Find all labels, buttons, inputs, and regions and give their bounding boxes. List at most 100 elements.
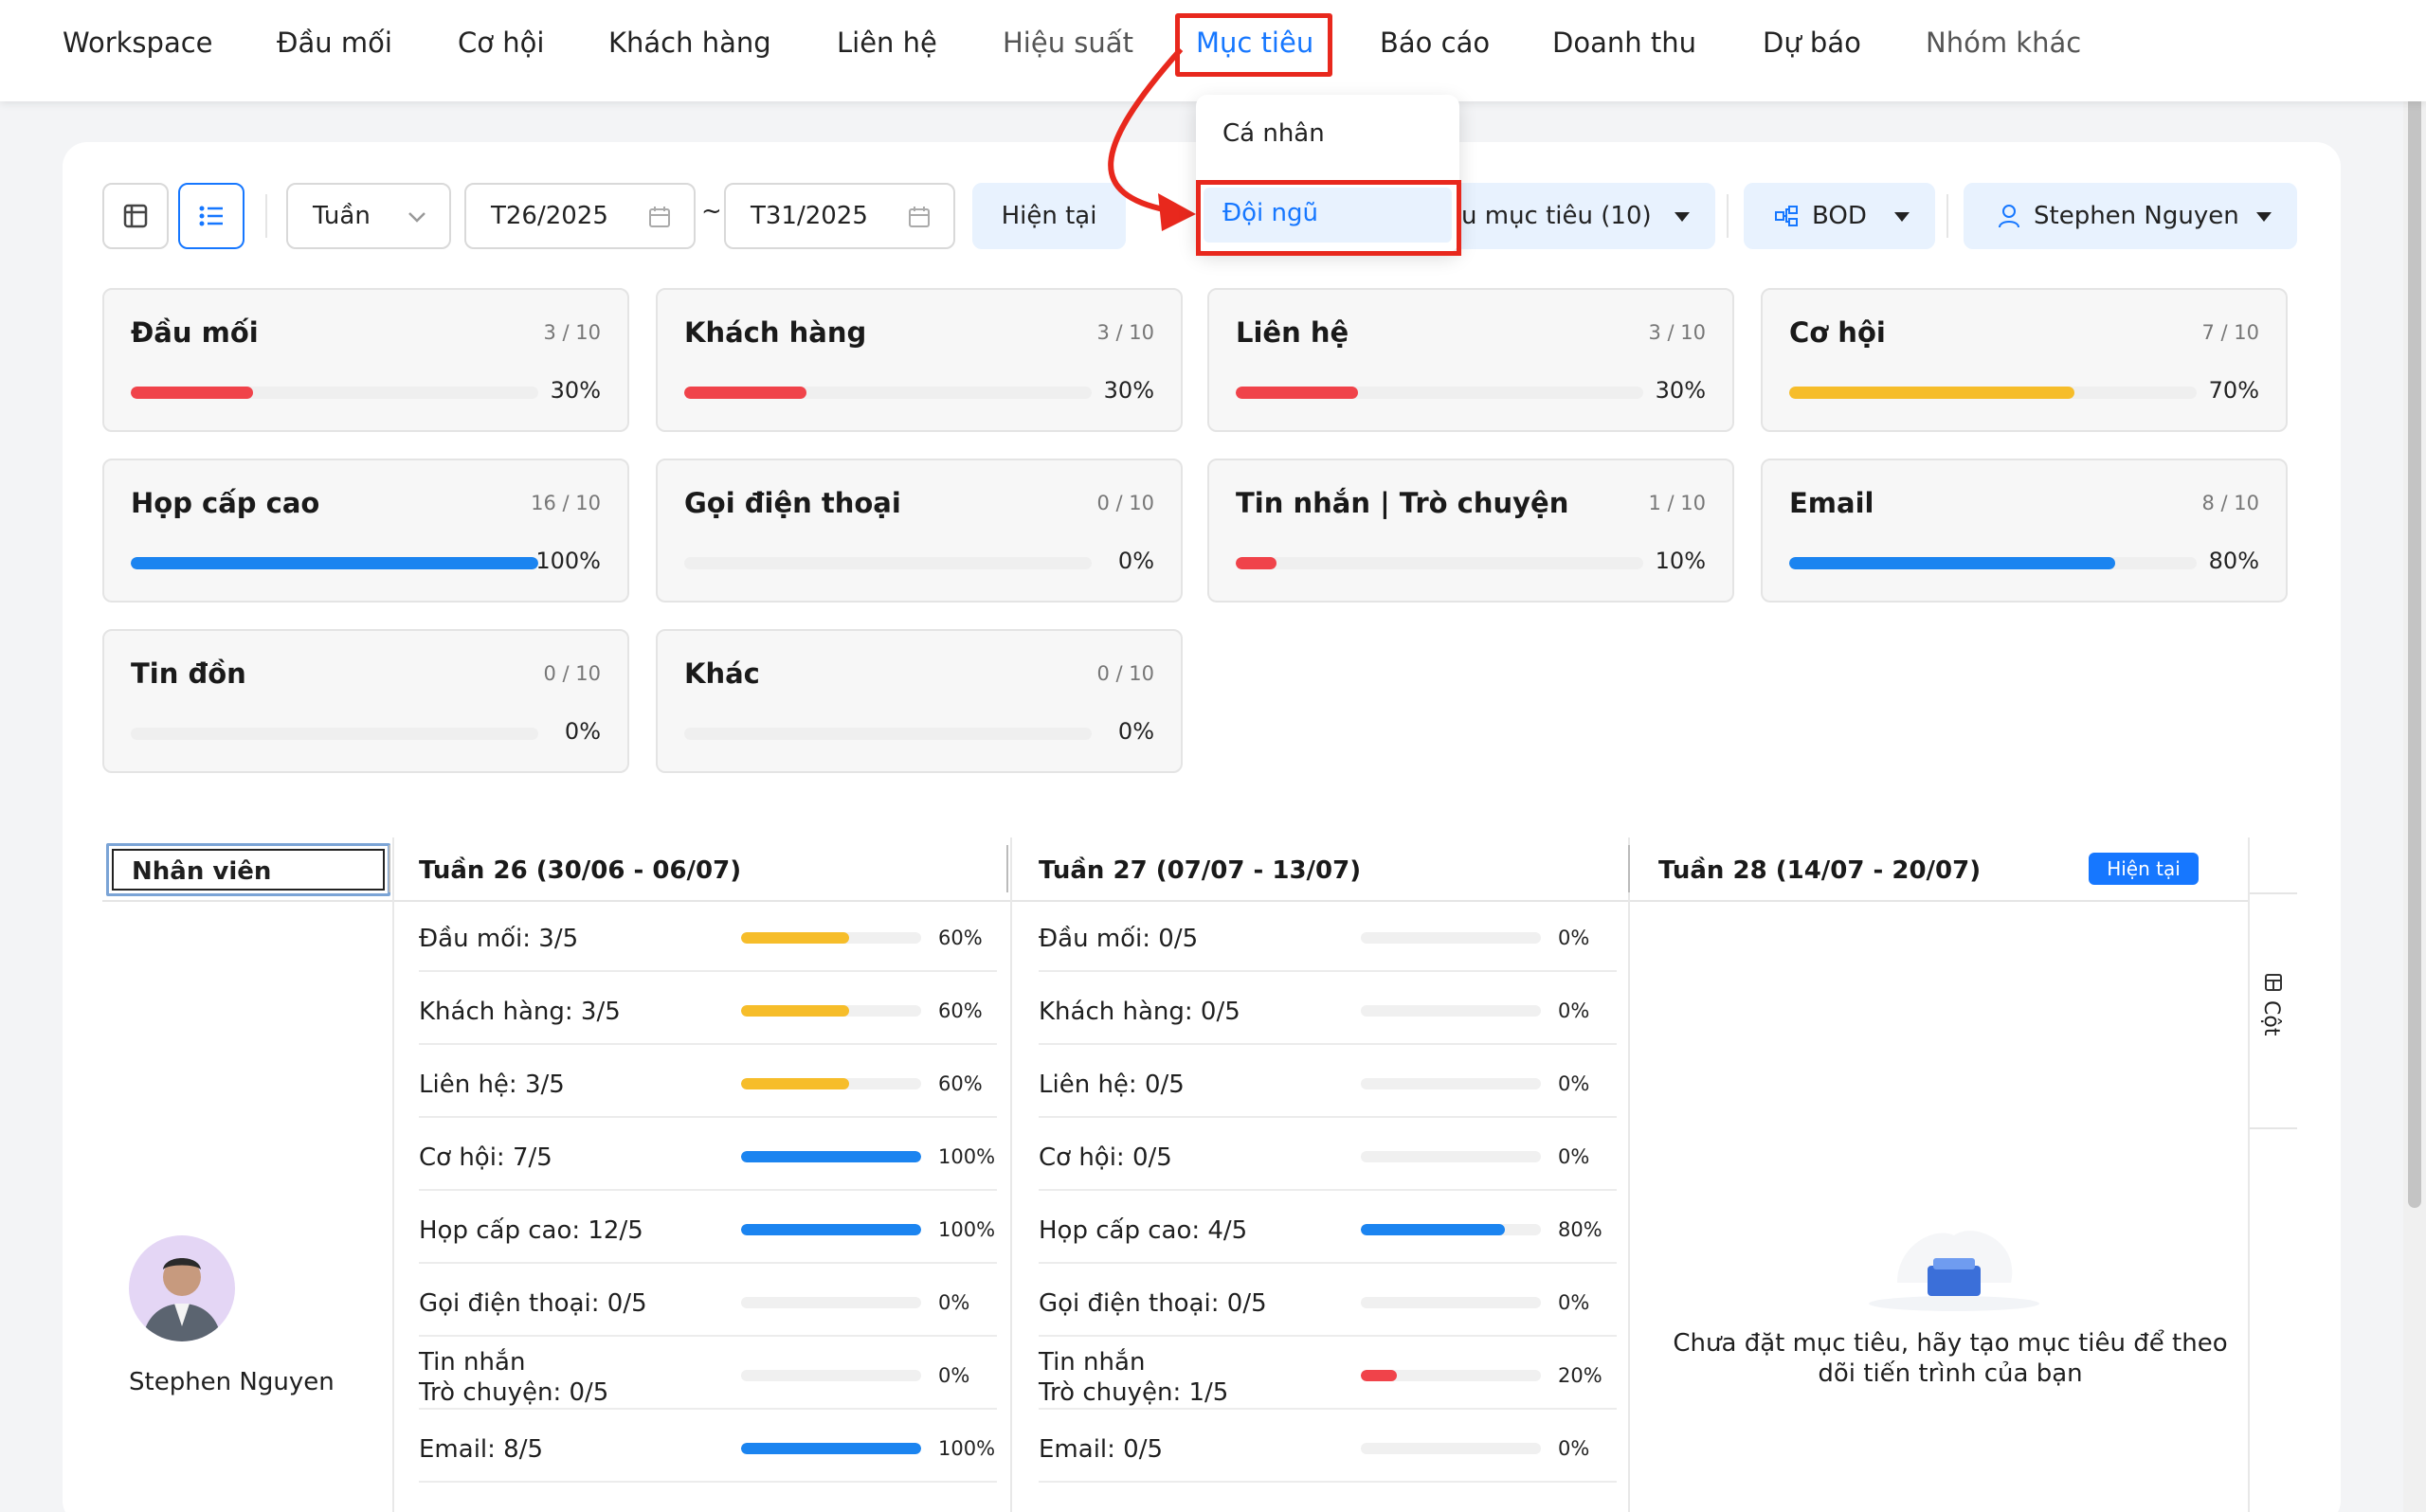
nav-goals[interactable]: Mục tiêu bbox=[1196, 27, 1314, 59]
columns-label: Cột bbox=[2259, 1000, 2283, 1036]
progress-fill bbox=[1236, 557, 1276, 569]
metric-label: Cơ hội: 0/5 bbox=[1039, 1143, 1172, 1172]
toolbar-divider bbox=[1727, 194, 1729, 238]
column-resize-handle[interactable] bbox=[1628, 845, 1630, 892]
goal-card[interactable]: Đầu mối 3 / 10 30% bbox=[102, 288, 629, 432]
grid-view-button[interactable] bbox=[102, 183, 169, 249]
progress-fill bbox=[741, 1151, 921, 1162]
team-select[interactable]: BOD bbox=[1744, 183, 1935, 249]
goals-dropdown-menu: Cá nhân Đội ngũ bbox=[1196, 95, 1459, 252]
nav-reports[interactable]: Báo cáo bbox=[1380, 27, 1491, 59]
goal-card-percent: 30% bbox=[550, 377, 601, 404]
goal-card[interactable]: Họp cấp cao 16 / 10 100% bbox=[102, 459, 629, 603]
goal-card-progress bbox=[1236, 387, 1643, 399]
date-to-field[interactable]: T31/2025 bbox=[724, 183, 955, 249]
goal-card[interactable]: Khách hàng 3 / 10 30% bbox=[656, 288, 1183, 432]
metric-progress bbox=[1361, 1078, 1541, 1089]
metric-percent: 60% bbox=[938, 927, 983, 949]
metric-label: Email: 0/5 bbox=[1039, 1435, 1164, 1464]
avatar bbox=[129, 1235, 235, 1341]
menu-item-personal[interactable]: Cá nhân bbox=[1222, 119, 1325, 148]
metric-percent: 0% bbox=[938, 1364, 970, 1387]
progress-fill bbox=[1361, 1370, 1397, 1381]
top-navigation: Workspace Đầu mối Cơ hội Khách hàng Liên… bbox=[0, 0, 2426, 101]
org-chart-icon bbox=[1775, 206, 1798, 226]
nav-contacts[interactable]: Liên hệ bbox=[837, 27, 937, 59]
goal-card-title: Tin nhắn | Trò chuyện bbox=[1236, 487, 1569, 519]
nav-customers[interactable]: Khách hàng bbox=[608, 27, 771, 59]
nav-leads[interactable]: Đầu mối bbox=[277, 27, 392, 59]
columns-side-tab[interactable]: Cột bbox=[2250, 892, 2297, 1129]
date-from-value: T26/2025 bbox=[491, 202, 608, 230]
progress-fill bbox=[741, 1224, 921, 1235]
caret-down-icon bbox=[2256, 212, 2272, 222]
goal-card-title: Khách hàng bbox=[684, 316, 867, 349]
metric-percent: 60% bbox=[938, 999, 983, 1022]
goal-card-title: Liên hệ bbox=[1236, 316, 1349, 349]
metric-percent: 100% bbox=[938, 1145, 996, 1168]
nav-workspace[interactable]: Workspace bbox=[63, 27, 213, 59]
period-select[interactable]: Tuần bbox=[286, 183, 451, 249]
metric-row: Khách hàng: 0/5 0% bbox=[1039, 975, 1617, 1045]
metric-progress bbox=[741, 932, 921, 944]
column-divider bbox=[2248, 837, 2250, 1512]
date-range-separator: ~ bbox=[701, 197, 722, 225]
scrollbar-thumb[interactable] bbox=[2408, 76, 2421, 1208]
metric-progress bbox=[1361, 1370, 1541, 1381]
progress-fill bbox=[741, 1078, 849, 1089]
menu-item-team[interactable]: Đội ngũ bbox=[1222, 199, 1319, 227]
metric-percent: 0% bbox=[938, 1291, 970, 1314]
metric-progress bbox=[741, 1151, 921, 1162]
page-scrollbar[interactable] bbox=[2403, 0, 2426, 1512]
menu-item-team-highlight bbox=[1196, 180, 1461, 256]
goal-card-progress bbox=[1236, 557, 1643, 569]
goal-card[interactable]: Cơ hội 7 / 10 70% bbox=[1761, 288, 2288, 432]
metric-row: Tin nhắn Trò chuyện: 0/5 0% bbox=[419, 1340, 997, 1410]
goal-filter-select[interactable]: ệu mục tiêu (10) bbox=[1431, 183, 1715, 249]
goal-card-fraction: 3 / 10 bbox=[543, 321, 601, 344]
metric-percent: 0% bbox=[1558, 1291, 1590, 1314]
goal-card[interactable]: Khác 0 / 10 0% bbox=[656, 629, 1183, 773]
goal-card-percent: 0% bbox=[564, 718, 601, 745]
user-select[interactable]: Stephen Nguyen bbox=[1964, 183, 2297, 249]
nav-performance[interactable]: Hiệu suất bbox=[1003, 27, 1133, 59]
metric-label: Đầu mối: 0/5 bbox=[1039, 925, 1199, 953]
goal-card[interactable]: Tin đồn 0 / 10 0% bbox=[102, 629, 629, 773]
current-period-button[interactable]: Hiện tại bbox=[972, 183, 1126, 249]
metric-percent: 0% bbox=[1558, 927, 1590, 949]
metric-label: Họp cấp cao: 12/5 bbox=[419, 1216, 643, 1245]
nav-other-groups[interactable]: Nhóm khác bbox=[1926, 27, 2082, 59]
metric-label: Khách hàng: 0/5 bbox=[1039, 998, 1240, 1026]
goal-card[interactable]: Email 8 / 10 80% bbox=[1761, 459, 2288, 603]
goal-card-fraction: 7 / 10 bbox=[2201, 321, 2259, 344]
progress-fill bbox=[741, 932, 849, 944]
employee-header-cell[interactable]: Nhân viên bbox=[106, 843, 390, 896]
metric-row: Khách hàng: 3/5 60% bbox=[419, 975, 997, 1045]
list-view-button[interactable] bbox=[178, 183, 244, 249]
metric-percent: 60% bbox=[938, 1072, 983, 1095]
metric-percent: 100% bbox=[938, 1218, 996, 1241]
goal-card[interactable]: Tin nhắn | Trò chuyện 1 / 10 10% bbox=[1207, 459, 1734, 603]
layout-icon bbox=[123, 204, 148, 228]
metric-progress bbox=[1361, 1224, 1541, 1235]
nav-revenue[interactable]: Doanh thu bbox=[1552, 27, 1696, 59]
goal-card-title: Họp cấp cao bbox=[131, 487, 320, 519]
date-from-field[interactable]: T26/2025 bbox=[464, 183, 696, 249]
metric-progress bbox=[741, 1224, 921, 1235]
metric-row: Đầu mối: 3/5 60% bbox=[419, 902, 997, 972]
column-resize-handle[interactable] bbox=[389, 845, 390, 892]
metric-row: Tin nhắn Trò chuyện: 1/5 20% bbox=[1039, 1340, 1617, 1410]
metric-percent: 0% bbox=[1558, 1072, 1590, 1095]
team-select-value: BOD bbox=[1812, 202, 1867, 230]
column-resize-handle[interactable] bbox=[1006, 845, 1008, 892]
goal-card-title: Đầu mối bbox=[131, 316, 259, 349]
nav-opportunities[interactable]: Cơ hội bbox=[458, 27, 545, 59]
goal-card[interactable]: Gọi điện thoại 0 / 10 0% bbox=[656, 459, 1183, 603]
goal-card[interactable]: Liên hệ 3 / 10 30% bbox=[1207, 288, 1734, 432]
nav-forecast[interactable]: Dự báo bbox=[1763, 27, 1861, 59]
goal-card-progress bbox=[684, 557, 1092, 569]
metric-progress bbox=[1361, 1443, 1541, 1454]
goal-card-percent: 100% bbox=[535, 548, 601, 574]
goal-card-progress bbox=[1789, 557, 2197, 569]
column-divider bbox=[1628, 837, 1630, 1512]
